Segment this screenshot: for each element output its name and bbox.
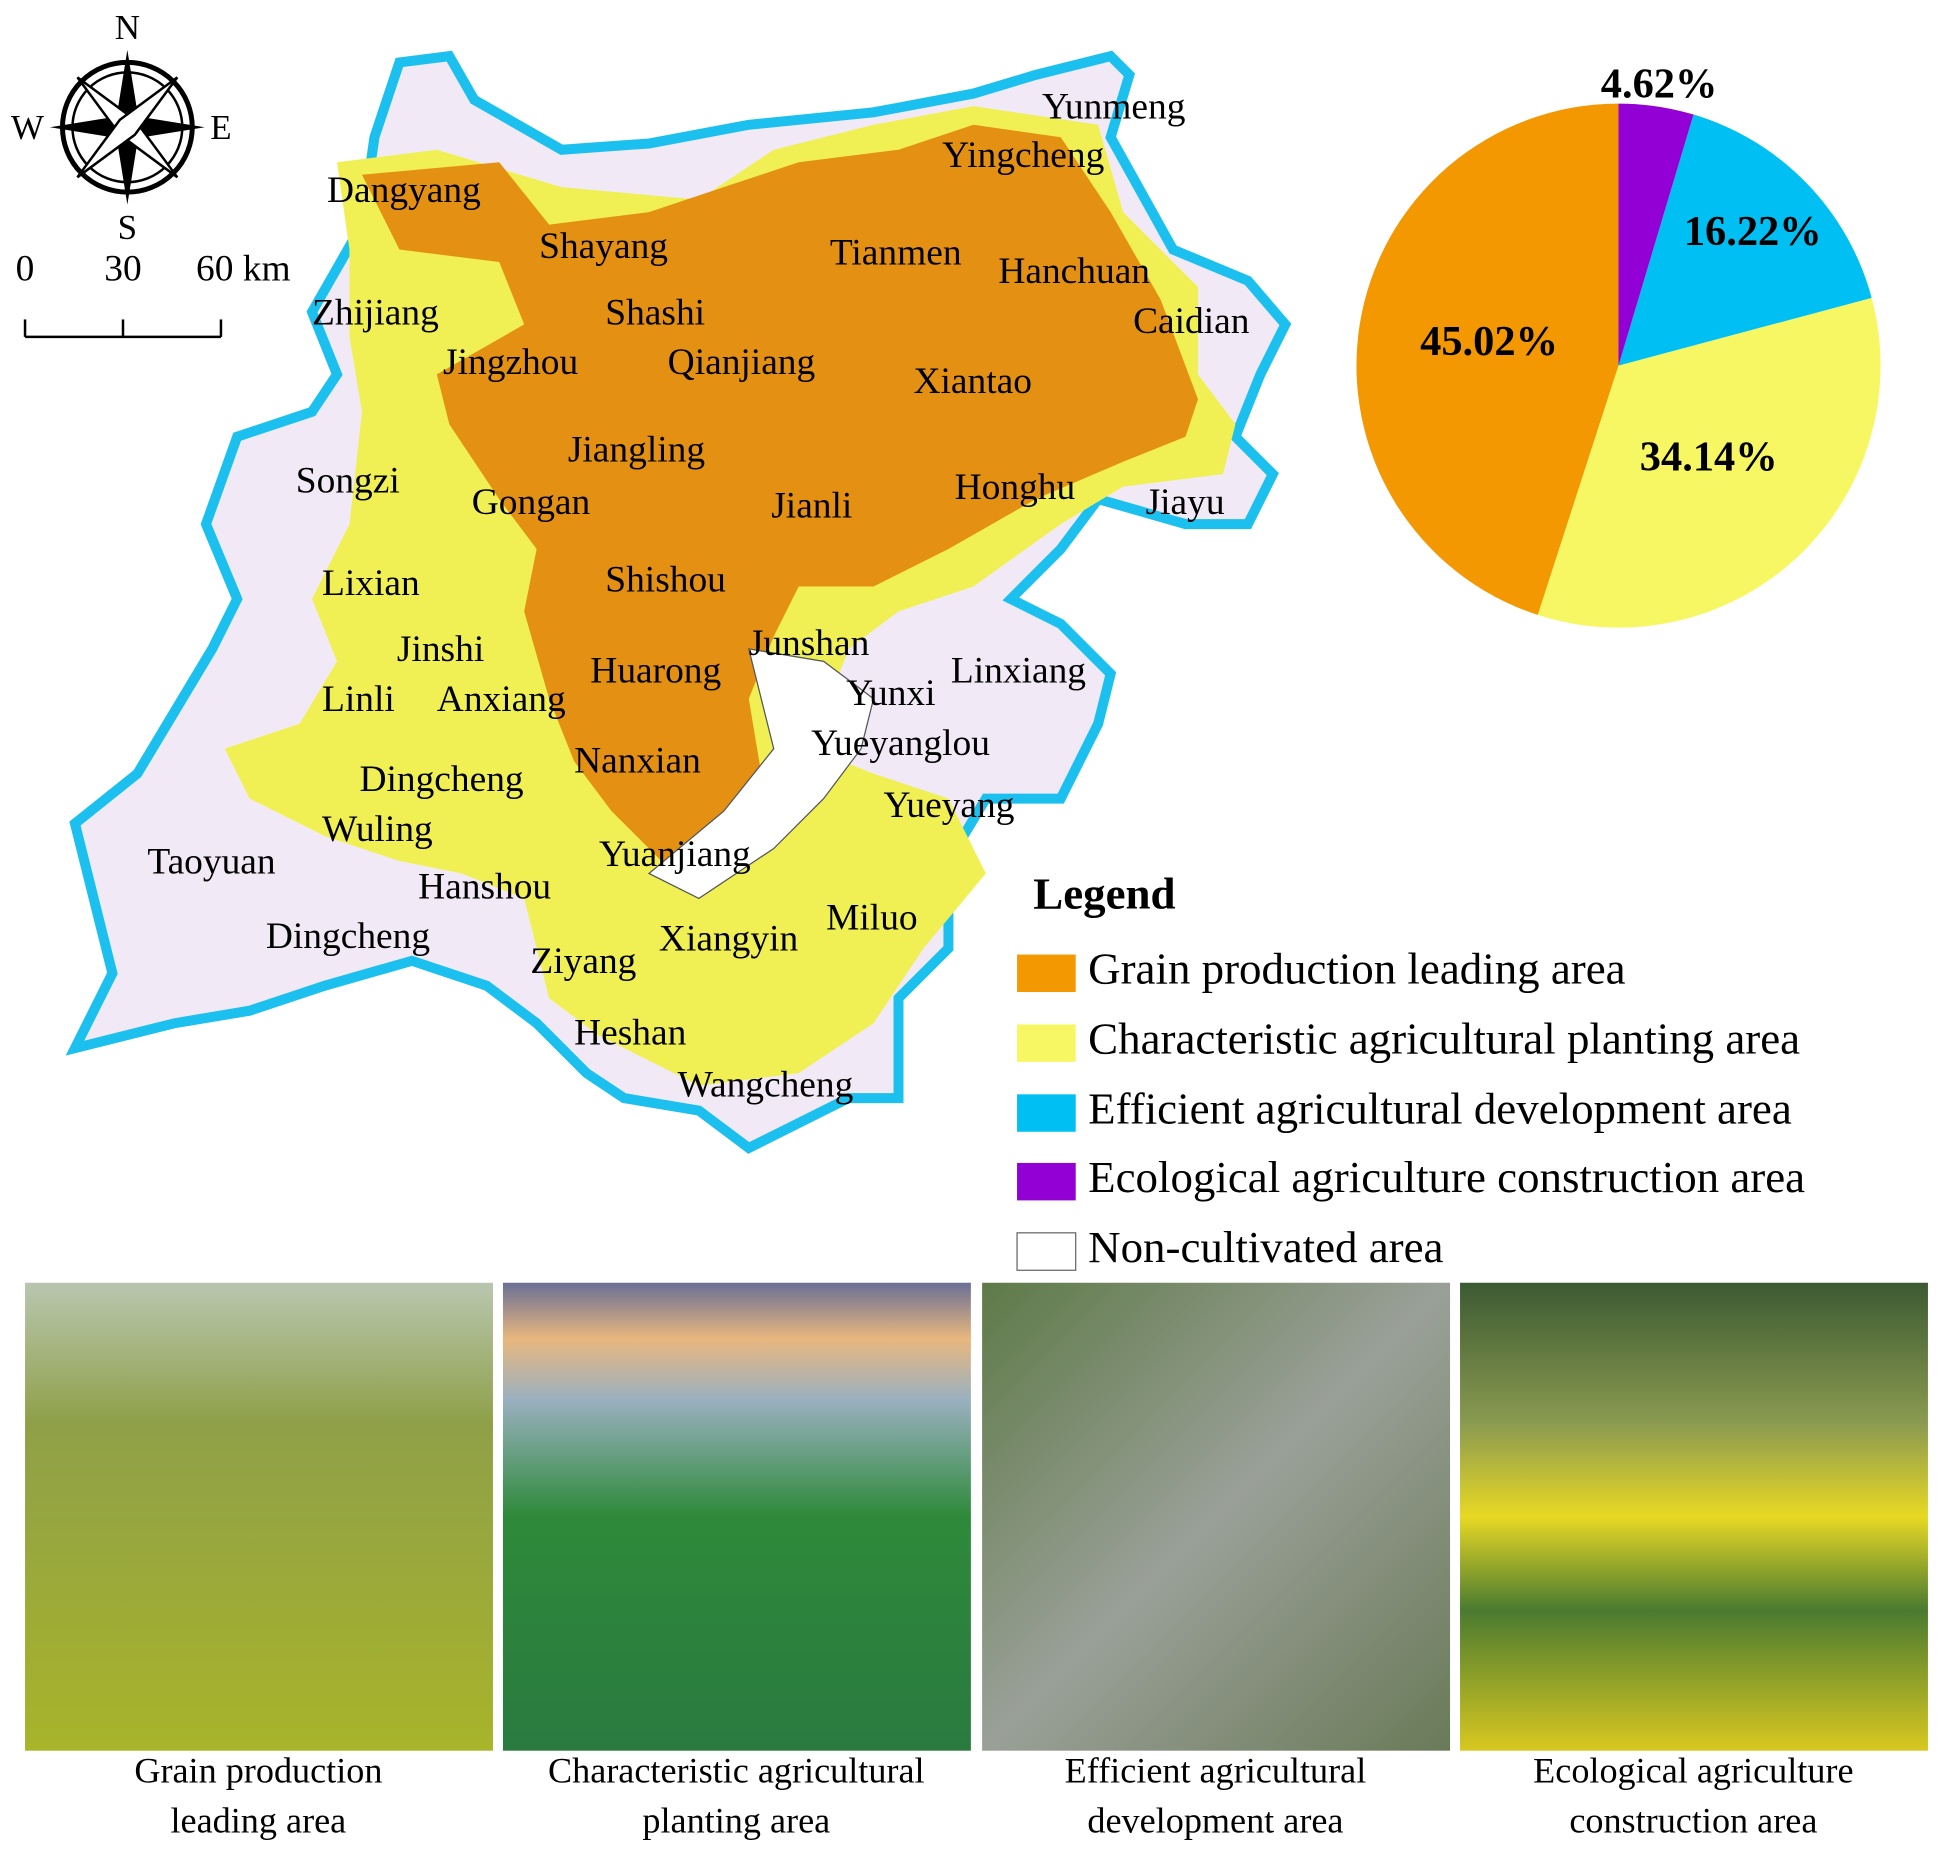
place-label: Shashi <box>605 292 705 333</box>
place-label: Heshan <box>574 1012 687 1053</box>
map-lake <box>647 648 875 900</box>
place-label: Jinshi <box>397 629 484 670</box>
compass-label: E <box>210 108 231 147</box>
scale-label: 0 <box>16 249 35 290</box>
legend-swatch <box>1017 1024 1076 1062</box>
place-label: Shayang <box>539 226 668 267</box>
place-label: Tianmen <box>830 232 962 273</box>
compass-star <box>76 76 179 179</box>
place-label: Shishou <box>605 559 726 600</box>
legend-swatch <box>1016 1232 1077 1271</box>
legend-label: Characteristic agricultural planting are… <box>1088 1013 1800 1063</box>
place-label: Dangyang <box>327 170 481 211</box>
place-label: Wuling <box>322 809 433 850</box>
place-label: Honghu <box>955 467 1076 508</box>
place-label: Linli <box>322 679 395 720</box>
place-label: Yunmeng <box>1042 86 1185 127</box>
place-label: Hanshou <box>418 866 551 907</box>
place-label: Yingcheng <box>942 135 1104 176</box>
compass-label: W <box>11 108 44 147</box>
place-label: Hanchuan <box>998 251 1150 292</box>
place-label: Yueyang <box>884 785 1015 826</box>
photo-caption: Efficient agricultural <box>1065 1751 1367 1791</box>
place-label: Dingcheng <box>266 916 430 957</box>
place-label: Dingcheng <box>359 759 523 800</box>
place-label: Wangcheng <box>678 1065 854 1106</box>
place-label: Yueyanglou <box>811 723 990 764</box>
legend-label: Non-cultivated area <box>1088 1222 1443 1272</box>
place-label: Xiantao <box>913 361 1031 402</box>
pie-slice <box>1618 114 1872 366</box>
pie-value-label: 16.22% <box>1684 208 1822 255</box>
pie-slice <box>1618 103 1694 366</box>
photo <box>502 1282 971 1751</box>
map-orange-zone <box>361 124 1198 874</box>
place-label: Zhijiang <box>312 292 439 333</box>
place-label: Caidian <box>1133 301 1250 342</box>
place-label: Yunxi <box>846 673 935 714</box>
place-label: Ziyang <box>530 941 636 982</box>
place-label: Jiangling <box>568 430 705 471</box>
photo-caption: Characteristic agricultural <box>548 1751 925 1791</box>
pie-value-label: 34.14% <box>1640 433 1778 480</box>
scale-label: 60 km <box>196 249 291 290</box>
pie-slice <box>1356 103 1619 615</box>
pie-slice <box>1537 297 1881 628</box>
photo <box>25 1282 493 1751</box>
place-label: Miluo <box>826 897 917 938</box>
compass-label: S <box>118 208 137 247</box>
place-label: Xiangyin <box>659 919 799 960</box>
legend-swatch <box>1017 1094 1076 1132</box>
place-label: Anxiang <box>437 679 566 720</box>
map <box>65 50 1292 1154</box>
pie-value-label: 45.02% <box>1420 318 1558 365</box>
place-label: Junshan <box>749 623 870 664</box>
photo-caption: Ecological agriculture <box>1533 1751 1853 1791</box>
photo-caption: construction area <box>1569 1801 1817 1841</box>
legend-label: Grain production leading area <box>1088 944 1625 994</box>
legend-swatch <box>1017 954 1076 993</box>
place-label: Jianli <box>771 486 852 527</box>
photo-caption: Grain production <box>134 1751 382 1791</box>
legend-label: Ecological agriculture construction area <box>1088 1152 1805 1202</box>
compass-label: N <box>115 8 140 47</box>
photo-caption: development area <box>1087 1801 1343 1841</box>
place-label: Lixian <box>322 563 420 604</box>
pie-value-label: 4.62% <box>1601 61 1718 108</box>
photo-caption: leading area <box>171 1801 347 1841</box>
scale-label: 30 <box>104 249 141 290</box>
place-label: Qianjiang <box>668 342 816 383</box>
legend-label: Efficient agricultural development area <box>1088 1083 1792 1133</box>
photo-caption: planting area <box>642 1801 830 1841</box>
place-label: Jiayu <box>1146 482 1225 523</box>
place-label: Gongan <box>472 482 591 523</box>
legend-title: Legend <box>1033 869 1175 919</box>
place-label: Yuanjiang <box>599 834 751 875</box>
place-label: Songzi <box>296 461 400 502</box>
place-label: Linxiang <box>951 650 1086 691</box>
place-label: Taoyuan <box>147 841 276 882</box>
place-label: Huarong <box>590 650 721 691</box>
photo <box>1460 1282 1928 1751</box>
photo <box>982 1282 1451 1751</box>
legend-swatch <box>1017 1162 1076 1201</box>
compass <box>50 49 205 205</box>
place-label: Jingzhou <box>443 342 578 383</box>
place-label: Nanxian <box>574 740 701 781</box>
